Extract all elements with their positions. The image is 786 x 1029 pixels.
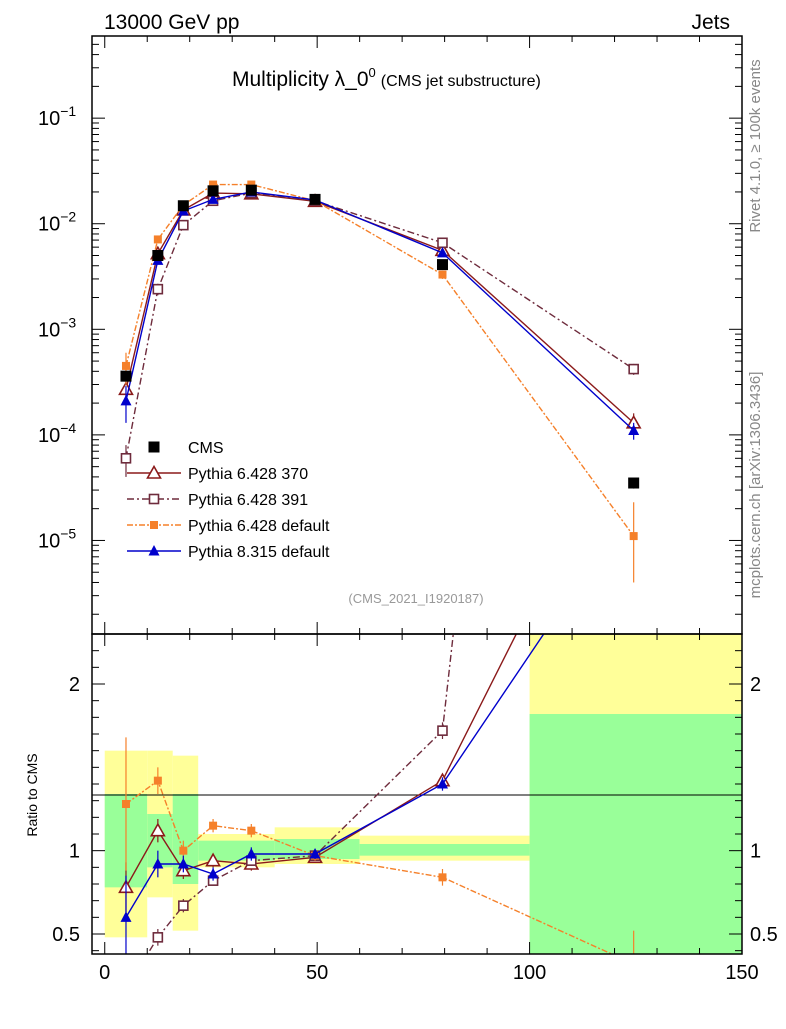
data-point-7	[628, 477, 640, 489]
band-green-5	[359, 844, 530, 856]
ratio-point-s2-7	[630, 960, 638, 968]
main-point-s2-1	[153, 235, 162, 244]
legend-marker-1	[146, 464, 162, 479]
ratio-line-s2	[125, 779, 614, 954]
plot-title: Multiplicity λ_00 (CMS jet substructure)	[232, 65, 541, 91]
band-green-6	[529, 714, 742, 954]
ytick-ratio-label-right-0: 0.5	[750, 924, 778, 946]
xtick-label-2: 100	[513, 962, 546, 984]
legend-marker-4	[148, 545, 160, 556]
ratio-point-s2-3	[209, 821, 218, 830]
xtick-label-3: 150	[725, 962, 758, 984]
analysis-id: (CMS_2021_I1920187)	[348, 591, 483, 606]
title-main: Multiplicity λ_0	[232, 68, 369, 91]
ratio-point-s0-7	[627, 394, 640, 406]
ratio-point-s2-0	[121, 800, 130, 808]
ratio-point-s3-4	[245, 848, 257, 859]
ytick-ratio-label-right-2: 2	[750, 674, 761, 696]
main-point-s1-6	[437, 237, 448, 249]
data-point-2	[177, 200, 189, 212]
data-point-4	[245, 184, 257, 196]
header-left: 13000 GeV pp	[104, 11, 239, 34]
xtick-label-0: 0	[99, 962, 110, 984]
main-point-s1-1	[152, 283, 164, 295]
main-line-s1	[125, 192, 635, 459]
legend-label-2: Pythia 6.428 391	[188, 492, 308, 509]
ratio-point-s2-1	[153, 776, 162, 785]
legend-marker-3	[150, 521, 158, 529]
main-point-s2-3	[209, 180, 218, 189]
legend-label-4: Pythia 8.315 default	[188, 544, 330, 561]
xtick-label-1: 50	[306, 962, 328, 984]
ytick-ratio-label-left-2: 2	[69, 674, 80, 696]
title-sup: 0	[369, 65, 376, 80]
header-right: Jets	[691, 11, 730, 34]
main-line-s0	[125, 192, 635, 424]
ratio-point-s1-0	[121, 985, 130, 994]
ratio-line-s0	[125, 634, 518, 888]
ratio-line-s3	[125, 634, 545, 918]
ytick-ratio-label-left-1: 1	[69, 841, 80, 863]
ratio-point-s3-0	[120, 911, 132, 922]
ytick-ratio-label-left-0: 0.5	[52, 924, 80, 946]
ratio-point-s3-6	[436, 778, 448, 789]
band-green-3	[198, 840, 275, 861]
ytick-main-label-4: 10−5	[38, 525, 76, 552]
main-point-s3-6	[436, 246, 448, 258]
ytick-main-label-3: 10−4	[38, 420, 76, 447]
legend-marker-0	[148, 441, 160, 453]
axes: 0 50 100 150 10−1 10−2 10−3 10−4 10−5 0.5 0.5 1 1 2 2	[38, 36, 778, 984]
ratio-point-s1-2	[178, 900, 189, 911]
data-point-0	[120, 370, 132, 382]
data-point-5	[309, 193, 321, 205]
data-point-3	[207, 185, 219, 197]
ratio-point-s0-1	[149, 822, 166, 837]
legend-label-0: CMS	[188, 440, 224, 457]
main-point-s3-7	[628, 424, 640, 436]
main-point-s1-7	[628, 363, 639, 375]
main-line-s3	[125, 191, 635, 432]
legend-label-3: Pythia 6.428 default	[188, 518, 330, 535]
band-green-1	[147, 814, 173, 868]
main-point-s3-0	[120, 394, 132, 406]
ratio-point-s0-3	[205, 852, 221, 867]
ratio-point-s3-2	[177, 858, 189, 869]
legend: CMS Pythia 6.428 370 Pythia 6.428 391 Pythi…	[127, 440, 330, 561]
main-point-s2-6	[438, 270, 447, 279]
legend-marker-2	[148, 493, 160, 505]
main-point-s1-0	[120, 453, 132, 464]
ytick-ratio-label-right-1: 1	[750, 841, 761, 863]
ratio-line-s1	[146, 634, 454, 954]
data-point-1	[152, 250, 164, 262]
legend-label-1: Pythia 6.428 370	[188, 466, 308, 483]
main-point-s2-4	[247, 180, 256, 189]
ratio-point-s1-6	[437, 725, 448, 736]
ratio-point-s2-4	[247, 826, 256, 835]
main-point-s2-7	[629, 532, 638, 541]
ytick-main-label-1: 10−2	[38, 209, 76, 236]
ratio-point-s3-3	[207, 868, 219, 879]
ytick-main-label-0: 10−1	[38, 103, 76, 130]
data-point-6	[436, 259, 448, 271]
ratio-point-s3-5	[309, 848, 321, 859]
title-sub: (CMS jet substructure)	[381, 73, 541, 90]
main-line-s2	[125, 183, 635, 537]
rivet-label: Rivet 4.1.0, ≥ 100k events	[747, 59, 764, 232]
mcplots-label: mcplots.cern.ch [arXiv:1306.3436]	[747, 372, 764, 599]
ytick-main-label-2: 10−3	[38, 314, 76, 341]
ratio-point-s2-6	[438, 873, 447, 882]
main-point-s1-2	[178, 219, 189, 231]
ratio-frame	[91, 633, 743, 955]
main-series	[118, 180, 642, 583]
ratio-point-s3-1	[152, 858, 164, 869]
ratio-series	[118, 394, 640, 994]
main-point-s2-0	[121, 361, 130, 370]
main-point-s3-3	[207, 193, 219, 204]
ratio-point-s1-1	[152, 932, 164, 943]
ratio-ylabel: Ratio to CMS	[24, 753, 40, 836]
ratio-point-s2-2	[179, 846, 188, 855]
